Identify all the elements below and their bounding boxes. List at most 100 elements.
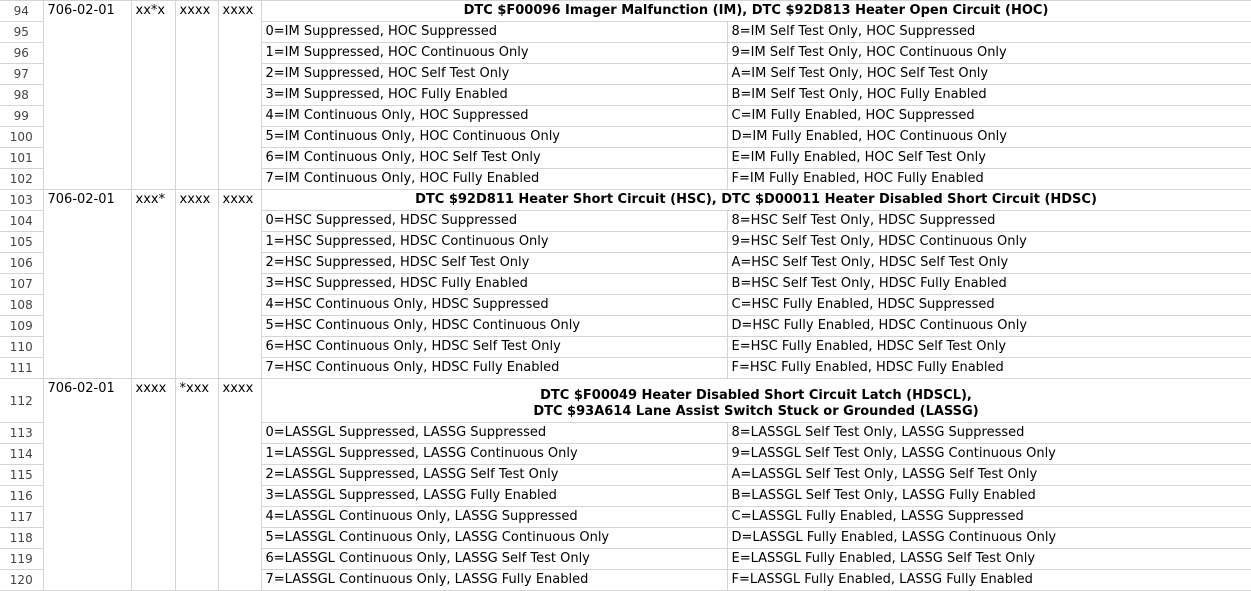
option-cell-right[interactable]: E=HSC Fully Enabled, HDSC Self Test Only — [726, 336, 1251, 358]
row-number[interactable]: 120 — [0, 569, 44, 591]
option-cell-left[interactable]: 4=LASSGL Continuous Only, LASSG Suppress… — [260, 506, 728, 528]
option-cell-right[interactable]: D=HSC Fully Enabled, HDSC Continuous Onl… — [726, 315, 1251, 337]
option-cell-right[interactable]: D=LASSGL Fully Enabled, LASSG Continuous… — [726, 527, 1251, 549]
option-cell-left[interactable]: 3=HSC Suppressed, HDSC Fully Enabled — [260, 273, 728, 295]
option-cell-left[interactable]: 7=LASSGL Continuous Only, LASSG Fully En… — [260, 569, 728, 591]
option-cell-right[interactable]: A=IM Self Test Only, HOC Self Test Only — [726, 63, 1251, 85]
mask-d-cell[interactable]: xxxx — [174, 0, 219, 190]
option-cell-left[interactable]: 0=IM Suppressed, HOC Suppressed — [260, 21, 728, 43]
option-cell-right[interactable]: F=IM Fully Enabled, HOC Fully Enabled — [726, 168, 1251, 190]
row-number[interactable]: 104 — [0, 210, 44, 232]
option-cell-left[interactable]: 1=LASSGL Suppressed, LASSG Continuous On… — [260, 443, 728, 465]
table-row: 106 2=HSC Suppressed, HDSC Self Test Only… — [0, 252, 1251, 274]
row-number[interactable]: 112 — [0, 378, 44, 423]
option-cell-right[interactable]: F=LASSGL Fully Enabled, LASSG Fully Enab… — [726, 569, 1251, 591]
option-cell-left[interactable]: 6=IM Continuous Only, HOC Self Test Only — [260, 147, 728, 169]
dtc-title-line: DTC $F00096 Imager Malfunction (IM), DTC… — [463, 3, 1049, 18]
dtc-id-cell[interactable]: 706-02-01 — [42, 189, 132, 379]
option-cell-left[interactable]: 6=HSC Continuous Only, HDSC Self Test On… — [260, 336, 728, 358]
row-number[interactable]: 103 — [0, 189, 44, 211]
option-cell-left[interactable]: 2=IM Suppressed, HOC Self Test Only — [260, 63, 728, 85]
row-number[interactable]: 115 — [0, 464, 44, 486]
dtc-title-line: DTC $F00049 Heater Disabled Short Circui… — [540, 388, 972, 403]
row-number[interactable]: 108 — [0, 294, 44, 316]
mask-e-cell[interactable]: xxxx — [217, 0, 262, 190]
mask-e-cell[interactable]: xxxx — [217, 378, 262, 591]
dtc-id-cell[interactable]: 706-02-01 — [42, 378, 132, 591]
row-number[interactable]: 101 — [0, 147, 44, 169]
row-number[interactable]: 116 — [0, 485, 44, 507]
mask-e-cell[interactable]: xxxx — [217, 189, 262, 379]
option-cell-right[interactable]: 8=IM Self Test Only, HOC Suppressed — [726, 21, 1251, 43]
option-cell-left[interactable]: 5=HSC Continuous Only, HDSC Continuous O… — [260, 315, 728, 337]
row-number[interactable]: 94 — [0, 0, 44, 22]
option-cell-right[interactable]: A=HSC Self Test Only, HDSC Self Test Onl… — [726, 252, 1251, 274]
option-cell-left[interactable]: 4=HSC Continuous Only, HDSC Suppressed — [260, 294, 728, 316]
option-cell-right[interactable]: 9=HSC Self Test Only, HDSC Continuous On… — [726, 231, 1251, 253]
option-cell-left[interactable]: 6=LASSGL Continuous Only, LASSG Self Tes… — [260, 548, 728, 570]
option-cell-left[interactable]: 4=IM Continuous Only, HOC Suppressed — [260, 105, 728, 127]
row-number[interactable]: 110 — [0, 336, 44, 358]
option-cell-right[interactable]: 8=LASSGL Self Test Only, LASSG Suppresse… — [726, 422, 1251, 444]
table-row: 117 4=LASSGL Continuous Only, LASSG Suppr… — [0, 506, 1251, 528]
row-number[interactable]: 117 — [0, 506, 44, 528]
table-row: 97 2=IM Suppressed, HOC Self Test Only A=I… — [0, 63, 1251, 85]
table-row: 107 3=HSC Suppressed, HDSC Fully Enabled B… — [0, 273, 1251, 295]
option-cell-right[interactable]: A=LASSGL Self Test Only, LASSG Self Test… — [726, 464, 1251, 486]
option-cell-right[interactable]: B=IM Self Test Only, HOC Fully Enabled — [726, 84, 1251, 106]
option-cell-left[interactable]: 2=HSC Suppressed, HDSC Self Test Only — [260, 252, 728, 274]
dtc-header-cell[interactable]: DTC $92D811 Heater Short Circuit (HSC), … — [260, 189, 1251, 211]
option-cell-right[interactable]: B=LASSGL Self Test Only, LASSG Fully Ena… — [726, 485, 1251, 507]
row-number[interactable]: 100 — [0, 126, 44, 148]
option-cell-right[interactable]: E=IM Fully Enabled, HOC Self Test Only — [726, 147, 1251, 169]
option-cell-right[interactable]: C=LASSGL Fully Enabled, LASSG Suppressed — [726, 506, 1251, 528]
dtc-header-cell[interactable]: DTC $F00096 Imager Malfunction (IM), DTC… — [260, 0, 1251, 22]
option-cell-right[interactable]: 8=HSC Self Test Only, HDSC Suppressed — [726, 210, 1251, 232]
option-cell-right[interactable]: B=HSC Self Test Only, HDSC Fully Enabled — [726, 273, 1251, 295]
row-number[interactable]: 97 — [0, 63, 44, 85]
dtc-header-cell[interactable]: DTC $F00049 Heater Disabled Short Circui… — [260, 378, 1251, 423]
option-cell-left[interactable]: 1=IM Suppressed, HOC Continuous Only — [260, 42, 728, 64]
row-number[interactable]: 111 — [0, 357, 44, 379]
option-cell-left[interactable]: 5=IM Continuous Only, HOC Continuous Onl… — [260, 126, 728, 148]
row-number[interactable]: 109 — [0, 315, 44, 337]
option-cell-left[interactable]: 7=HSC Continuous Only, HDSC Fully Enable… — [260, 357, 728, 379]
row-number[interactable]: 98 — [0, 84, 44, 106]
table-row: 110 6=HSC Continuous Only, HDSC Self Test… — [0, 336, 1251, 358]
option-cell-left[interactable]: 1=HSC Suppressed, HDSC Continuous Only — [260, 231, 728, 253]
mask-d-cell[interactable]: *xxx — [174, 378, 219, 591]
option-cell-left[interactable]: 0=LASSGL Suppressed, LASSG Suppressed — [260, 422, 728, 444]
row-number[interactable]: 105 — [0, 231, 44, 253]
table-row: 94 706-02-01 xx*x xxxx xxxx DTC $F00096 Image… — [0, 0, 1251, 190]
dtc-title-line: DTC $92D811 Heater Short Circuit (HSC), … — [415, 192, 1097, 207]
row-number[interactable]: 96 — [0, 42, 44, 64]
mask-d-cell[interactable]: xxxx — [174, 189, 219, 379]
option-cell-right[interactable]: C=HSC Fully Enabled, HDSC Suppressed — [726, 294, 1251, 316]
option-cell-right[interactable]: C=IM Fully Enabled, HOC Suppressed — [726, 105, 1251, 127]
option-cell-left[interactable]: 2=LASSGL Suppressed, LASSG Self Test Onl… — [260, 464, 728, 486]
row-number[interactable]: 119 — [0, 548, 44, 570]
option-cell-left[interactable]: 3=LASSGL Suppressed, LASSG Fully Enabled — [260, 485, 728, 507]
mask-c-cell[interactable]: xxxx — [130, 378, 176, 591]
option-cell-right[interactable]: 9=IM Self Test Only, HOC Continuous Only — [726, 42, 1251, 64]
mask-c-cell[interactable]: xx*x — [130, 0, 176, 190]
option-cell-left[interactable]: 3=IM Suppressed, HOC Fully Enabled — [260, 84, 728, 106]
row-number[interactable]: 102 — [0, 168, 44, 190]
mask-c-cell[interactable]: xxx* — [130, 189, 176, 379]
option-cell-right[interactable]: 9=LASSGL Self Test Only, LASSG Continuou… — [726, 443, 1251, 465]
dtc-id-cell[interactable]: 706-02-01 — [42, 0, 132, 190]
option-cell-right[interactable]: D=IM Fully Enabled, HOC Continuous Only — [726, 126, 1251, 148]
option-cell-left[interactable]: 0=HSC Suppressed, HDSC Suppressed — [260, 210, 728, 232]
row-number[interactable]: 99 — [0, 105, 44, 127]
row-number[interactable]: 107 — [0, 273, 44, 295]
row-number[interactable]: 113 — [0, 422, 44, 444]
row-number[interactable]: 106 — [0, 252, 44, 274]
option-cell-right[interactable]: E=LASSGL Fully Enabled, LASSG Self Test … — [726, 548, 1251, 570]
row-number[interactable]: 114 — [0, 443, 44, 465]
row-number[interactable]: 118 — [0, 527, 44, 549]
option-cell-right[interactable]: F=HSC Fully Enabled, HDSC Fully Enabled — [726, 357, 1251, 379]
row-number[interactable]: 95 — [0, 21, 44, 43]
option-cell-left[interactable]: 5=LASSGL Continuous Only, LASSG Continuo… — [260, 527, 728, 549]
option-cell-left[interactable]: 7=IM Continuous Only, HOC Fully Enabled — [260, 168, 728, 190]
